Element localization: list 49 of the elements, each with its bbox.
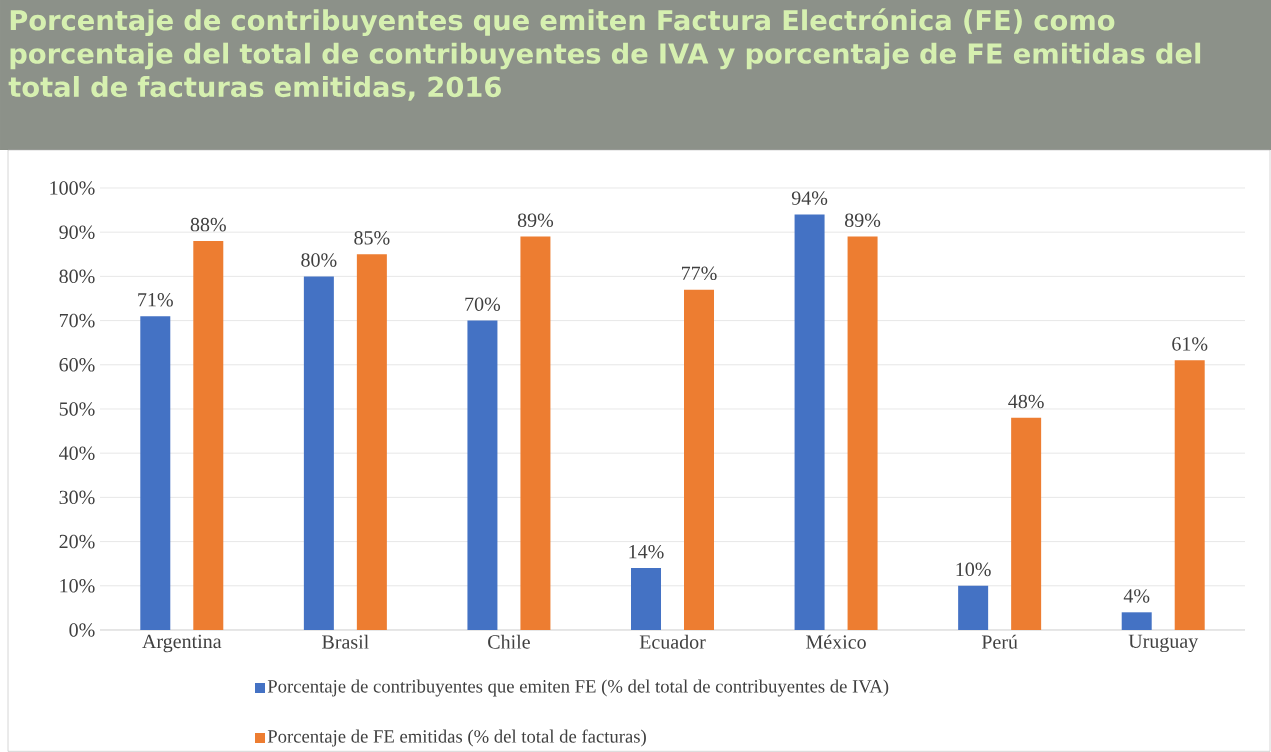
bar <box>847 236 878 630</box>
bar <box>467 320 498 630</box>
data-label: 89% <box>845 213 881 228</box>
x-tick-label: Perú <box>981 634 1018 649</box>
bar <box>303 276 334 630</box>
data-label: 85% <box>354 231 390 245</box>
legend-label: Porcentaje de FE emitidas (% del total de facturas) <box>267 729 646 747</box>
bar <box>631 568 661 630</box>
data-label: 4% <box>1123 589 1150 603</box>
bar <box>958 585 989 630</box>
bar <box>356 254 387 630</box>
x-tick-label: Chile <box>488 634 530 649</box>
y-tick-label: 60% <box>59 358 95 372</box>
bar <box>684 289 714 630</box>
x-tick-label: Argentina <box>142 634 222 653</box>
y-tick-label: 50% <box>59 402 95 416</box>
y-tick-label: 100% <box>50 181 95 195</box>
x-tick-label: Ecuador <box>639 634 706 649</box>
data-label: 61% <box>1172 337 1208 351</box>
legend-label: Porcentaje de contribuyentes que emiten FE (% del total de contribuyentes de IVA) <box>267 679 889 697</box>
bar <box>1011 417 1042 630</box>
y-tick-label: 90% <box>59 225 95 239</box>
y-tick-label: 40% <box>59 446 95 460</box>
y-tick-label: 80% <box>59 269 95 284</box>
y-tick-label: 10% <box>60 579 95 593</box>
data-label: 10% <box>956 562 991 577</box>
bar <box>794 214 825 630</box>
data-label: 71% <box>138 293 173 307</box>
bar <box>140 316 171 630</box>
y-tick-label: 0% <box>69 623 95 637</box>
bar <box>193 241 224 630</box>
data-label: 89% <box>517 213 554 228</box>
bar <box>1174 360 1205 630</box>
data-label: 94% <box>791 191 828 205</box>
data-label: 88% <box>190 217 226 232</box>
data-label: 48% <box>1008 394 1044 409</box>
bar <box>1121 612 1152 630</box>
data-label: 80% <box>301 253 337 267</box>
bar <box>520 236 551 630</box>
x-tick-label: Brasil <box>322 634 369 649</box>
data-label: 14% <box>629 544 664 559</box>
y-tick-label: 20% <box>59 534 95 549</box>
x-tick-label: México <box>806 634 866 649</box>
x-tick-label: Uruguay <box>1128 634 1199 653</box>
chart-title: Porcentaje de contribuyentes que emiten Factura Electrónica (FE) como porcentaje del total de contribuyentes de IVA y porcentaje de FE emitidas del total de facturas emitidas, 2016 <box>8 8 1201 101</box>
y-tick-label: 70% <box>59 313 95 328</box>
y-tick-label: 30% <box>59 490 95 505</box>
data-label: 77% <box>682 266 717 281</box>
data-label: 70% <box>465 297 501 311</box>
